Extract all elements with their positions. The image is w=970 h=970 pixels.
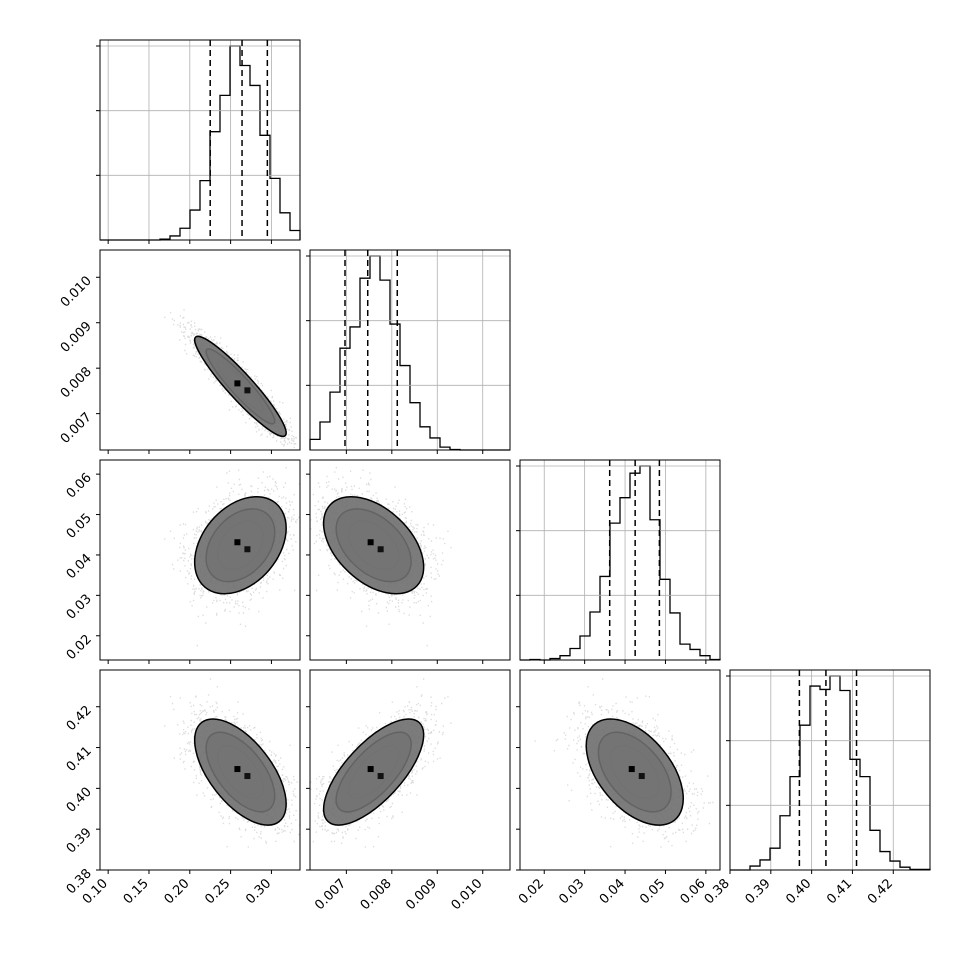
contour-level <box>193 718 287 826</box>
x-tick-label: 0.15 <box>121 876 152 907</box>
hist-panel-1 <box>96 39 301 241</box>
panel-frame <box>99 459 301 661</box>
y-tick-label: 0.40 <box>64 785 95 816</box>
x-tick-label: 0.39 <box>743 876 774 907</box>
y-tick-label: 0.04 <box>64 551 95 582</box>
x-tick-label: 0.30 <box>243 876 274 907</box>
y-tick-label: 0.06 <box>64 470 95 501</box>
y-tick-label: 0.41 <box>64 744 95 775</box>
hist-panel-3 <box>516 459 721 661</box>
panel-frame <box>729 669 931 871</box>
scatter-panel-1-3 <box>99 459 301 661</box>
contour-level <box>193 495 287 595</box>
density-peak <box>628 766 635 773</box>
x-axis-4: 0.38 0.39 0.40 0.41 0.42 <box>702 870 896 907</box>
scatter-panel-1-4 <box>99 669 301 871</box>
hist-panel-4 <box>726 669 931 871</box>
density-peak <box>367 766 374 773</box>
y-axis-2: 0.007 0.008 0.009 0.010 <box>58 273 100 447</box>
panel-frame <box>309 669 511 871</box>
x-tick-label: 0.25 <box>202 876 233 907</box>
density-peak <box>377 773 384 780</box>
y-tick-label: 0.02 <box>64 632 95 663</box>
panel-frame <box>99 669 301 871</box>
x-tick-label: 0.38 <box>702 876 733 907</box>
y-tick-label: 0.39 <box>64 825 95 856</box>
panel-frame <box>99 249 301 451</box>
panel-bg <box>520 460 720 660</box>
x-tick-label: 0.010 <box>449 876 486 913</box>
panel-frame <box>519 459 721 661</box>
density-peak <box>234 766 241 773</box>
y-tick-label: 0.03 <box>64 592 95 623</box>
density-peak <box>234 539 241 546</box>
histogram-line <box>520 465 721 661</box>
x-tick-label: 0.40 <box>783 876 814 907</box>
x-tick-label: 0.02 <box>516 876 547 907</box>
x-tick-label: 0.42 <box>865 876 896 907</box>
density-peak <box>377 546 384 553</box>
x-tick-label: 0.03 <box>556 876 587 907</box>
y-tick-label: 0.05 <box>64 511 95 542</box>
y-tick-label: 0.008 <box>58 364 95 401</box>
scatter-panel-1-2 <box>99 249 301 451</box>
x-tick-label: 0.20 <box>162 876 193 907</box>
density-peak <box>244 773 251 780</box>
y-tick-label: 0.010 <box>58 273 95 310</box>
x-tick-label: 0.007 <box>312 876 349 913</box>
x-tick-label: 0.41 <box>824 876 855 907</box>
density-peak <box>244 546 251 553</box>
x-tick-label: 0.06 <box>678 876 709 907</box>
density-peak <box>234 380 241 387</box>
panel-frame <box>99 39 301 241</box>
x-tick-label: 0.008 <box>358 876 395 913</box>
y-tick-label: 0.007 <box>58 410 95 447</box>
scatter-panel-2-3 <box>309 459 511 661</box>
panel-frame <box>309 249 511 451</box>
x-tick-label: 0.04 <box>597 876 628 907</box>
x-tick-label: 0.05 <box>637 876 668 907</box>
y-tick-label: 0.42 <box>64 703 95 734</box>
scatter-panel-3-4 <box>519 669 721 871</box>
density-peak <box>244 387 251 394</box>
density-peak <box>638 773 645 780</box>
scatter-panel-2-4 <box>309 669 511 871</box>
x-tick-label: 0.009 <box>403 876 440 913</box>
y-tick-label: 0.009 <box>58 319 95 356</box>
hist-panel-2 <box>306 249 511 451</box>
density-peak <box>367 539 374 546</box>
panel-frame <box>519 669 721 871</box>
panel-bg <box>310 250 510 450</box>
panel-frame <box>309 459 511 661</box>
panel-bg <box>730 670 930 870</box>
